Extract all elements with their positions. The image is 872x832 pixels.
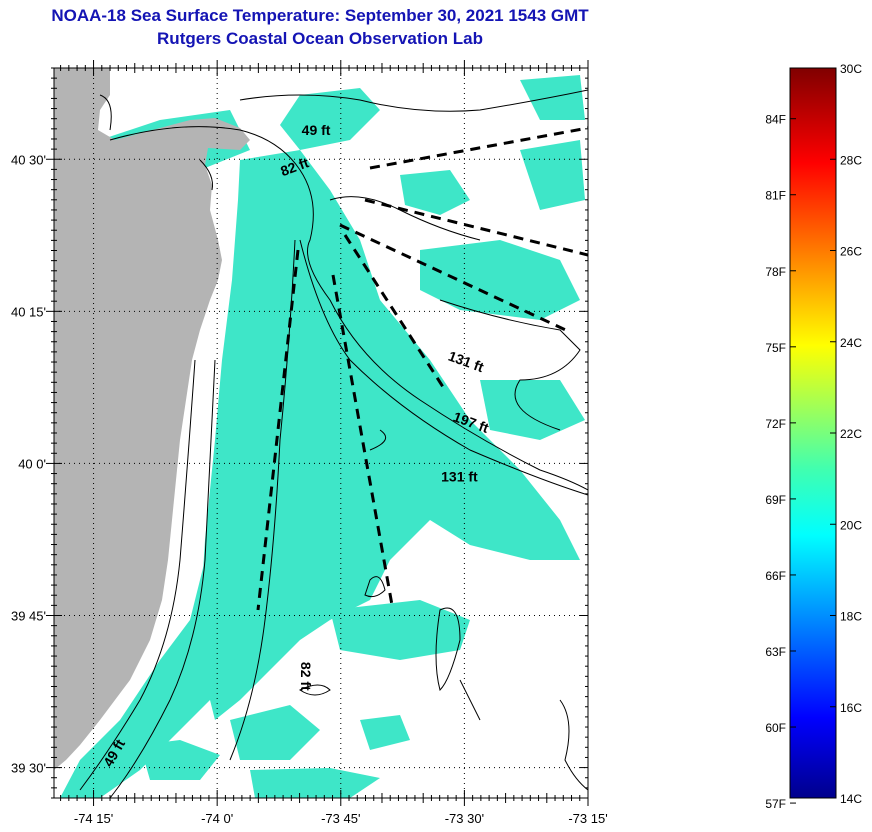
colorbar-f-label: 72F [765,417,786,431]
map-grid [54,68,588,798]
map-title: NOAA-18 Sea Surface Temperature: Septemb… [51,6,589,25]
depth-label: 49 ft [302,122,331,138]
colorbar-f-label: 60F [765,721,786,735]
colorbar-c-label: 28C [840,153,862,167]
colorbar-f-label: 78F [765,265,786,279]
shipping-lanes [256,126,588,611]
lat-tick-label: 39 45' [11,609,46,624]
lat-tick-label: 40 15' [11,304,46,319]
lat-axis-labels: 40 30' 40 15' 40 0' 39 45' 39 30' [11,152,46,775]
map-subtitle: Rutgers Coastal Ocean Observation Lab [157,29,483,48]
colorbar-c-label: 16C [840,701,862,715]
lon-tick-label: -73 30' [445,811,484,826]
colorbar-c-label: 22C [840,427,862,441]
colorbar-c-label: 14C [840,792,862,806]
colorbar-gradient [789,67,837,799]
axis-ticks [46,60,589,806]
colorbar-f-label: 57F [765,797,786,811]
lat-tick-label: 40 30' [11,152,46,167]
colorbar-c-label: 26C [840,245,862,259]
colorbar: 30C 28C 26C 24C 22C 20C 18C 16C 14C 84F 81F 78F 75F… [765,62,862,811]
colorbar-c-label: 24C [840,336,862,350]
lon-tick-label: -73 15' [568,811,607,826]
colorbar-f-label: 84F [765,113,786,127]
colorbar-f-label: 69F [765,493,786,507]
colorbar-f-label: 66F [765,569,786,583]
lon-axis-labels: -74 15' -74 0' -73 45' -73 30' -73 15' [74,811,608,826]
colorbar-c-label: 18C [840,610,862,624]
colorbar-f-label: 63F [765,645,786,659]
depth-label: 131 ft [441,469,478,485]
land-mass [54,68,250,770]
colorbar-f-label: 75F [765,341,786,355]
lon-tick-label: -73 45' [321,811,360,826]
lat-tick-label: 39 30' [11,761,46,776]
colorbar-c-label: 30C [840,62,862,76]
lon-tick-label: -74 0' [201,811,233,826]
depth-label: 131 ft [446,348,486,376]
lon-tick-label: -74 15' [74,811,113,826]
depth-label: 82 ft [298,662,314,691]
colorbar-f-label: 81F [765,189,786,203]
colorbar-c-label: 20C [840,518,862,532]
depth-contours [79,89,588,798]
lat-tick-label: 40 0' [18,456,46,471]
sst-field [60,75,585,798]
